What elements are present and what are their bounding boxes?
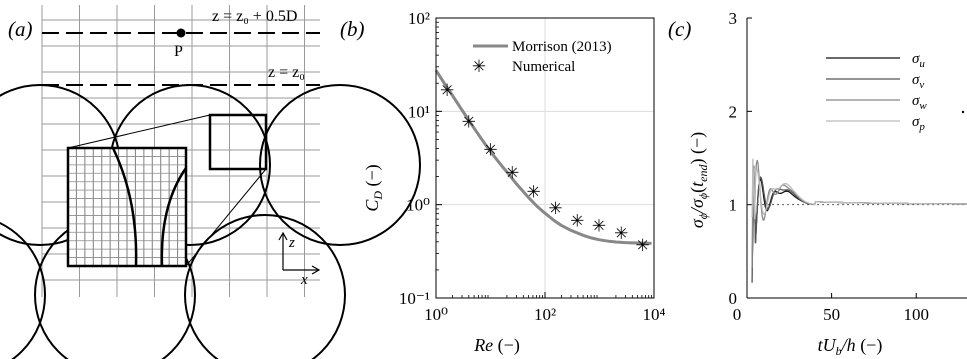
probe-point-label: P <box>174 43 183 60</box>
particle-circle <box>259 84 421 246</box>
xlabel-symbol: Re <box>473 335 493 355</box>
ylabel-paren-open: ( <box>687 187 708 193</box>
chart-b-xlabel: Re (−) <box>473 335 520 356</box>
panel-a-label: (a) <box>8 17 33 41</box>
legend-subscript: u <box>919 58 925 70</box>
axis-arrows <box>278 231 321 275</box>
x-tick-label: 10⁴ <box>643 305 666 324</box>
y-tick-label: 10⁰ <box>406 196 430 215</box>
panel-a-schematic: (a) z = z₀ + 0.5D z = z₀ P <box>0 5 421 359</box>
legend-numerical-label: Numerical <box>512 59 575 75</box>
x-tick-label: 10² <box>534 305 556 324</box>
chart-b-ylabel: CD (−) <box>362 164 385 211</box>
y-tick-label: 10² <box>408 9 430 28</box>
upper-plane-label: z = z₀ + 0.5D <box>212 8 297 25</box>
ylabel-paren-close: ) (−) <box>687 132 708 165</box>
ylabel-slash: /σ <box>687 198 707 214</box>
legend-dot <box>961 110 965 114</box>
chart-b-legend: Morrison (2013) ✳ Numerical <box>472 39 612 76</box>
zoom-window <box>208 113 268 171</box>
xlabel-unit: (−) <box>856 335 883 356</box>
ylabel-sub-end: end <box>696 164 710 182</box>
x-arrowhead <box>311 265 321 275</box>
numerical-marker: ✳ <box>462 112 476 131</box>
x-tick-label: 0 <box>733 305 742 324</box>
legend-subscript: v <box>919 79 924 91</box>
legend-label: σw <box>912 93 927 112</box>
chart-b-frame <box>435 17 655 299</box>
zoom-inset-frame <box>66 146 188 268</box>
legend-subscript: p <box>918 121 925 133</box>
numerical-marker: ✳ <box>614 224 628 243</box>
panel-b-label: (b) <box>340 17 365 41</box>
axis-z-label: z <box>288 235 295 251</box>
x-tick-label: 100 <box>903 305 929 324</box>
numerical-marker: ✳ <box>483 141 497 160</box>
chart-c-ylabel: σϕ/σϕ(tend) (−) <box>687 132 710 228</box>
ylabel-sub-phi: ϕ <box>696 213 710 219</box>
series-numerical-markers: ✳ ✳ ✳ ✳ ✳ ✳ ✳ ✳ ✳ ✳ <box>440 81 650 255</box>
numerical-marker: ✳ <box>527 183 541 202</box>
y-tick-label: 1 <box>729 196 738 215</box>
particle-circle <box>0 221 46 359</box>
x-tick-label: 50 <box>823 305 840 324</box>
y-tick-label: 3 <box>729 9 738 28</box>
probe-point-marker <box>176 28 186 38</box>
particle-circle <box>184 214 346 359</box>
numerical-marker: ✳ <box>570 211 584 230</box>
ylabel-t: t <box>687 181 707 187</box>
ylabel-symbol: C <box>362 199 382 212</box>
chart-c-legend: σu σv σw σp <box>826 51 965 133</box>
series-line <box>751 160 967 269</box>
lower-plane-label: z = z₀ <box>268 64 305 81</box>
y-tick-label: 2 <box>729 102 738 121</box>
zoom-inset <box>66 146 188 268</box>
axis-x-label: x <box>300 272 308 288</box>
numerical-marker: ✳ <box>548 199 562 218</box>
legend-numerical-marker: ✳ <box>472 57 486 76</box>
legend-label: σv <box>912 72 924 91</box>
xlabel-divisor: /h <box>841 335 856 355</box>
numerical-marker: ✳ <box>592 216 606 235</box>
legend-label: σp <box>912 114 925 133</box>
y-tick-label: 10⁻¹ <box>399 289 430 308</box>
legend-morrison-label: Morrison (2013) <box>512 39 612 55</box>
xlabel-unit: (−) <box>493 335 520 356</box>
z-arrowhead <box>278 231 288 241</box>
x-tick-label: 10⁰ <box>424 305 448 324</box>
ylabel-subscript: D <box>371 191 385 201</box>
ylabel-sub-phi2: ϕ <box>696 193 710 199</box>
y-tick-label: 0 <box>729 289 738 308</box>
numerical-marker: ✳ <box>440 81 454 100</box>
legend-label: σu <box>912 51 925 70</box>
zoom-connector-bottom <box>185 168 267 267</box>
convergence-series <box>751 158 967 283</box>
chart-c-ticks: 0 1 2 3 0 50 100 <box>729 9 929 324</box>
inset-boundary-right <box>160 167 188 267</box>
numerical-marker: ✳ <box>636 236 650 255</box>
series-line <box>751 158 967 220</box>
numerical-marker: ✳ <box>505 164 519 183</box>
panel-c-chart: (c) 0 1 2 3 0 50 100 σu σv σw σp tUb/h (−) σϕ/σϕ(… <box>668 9 967 358</box>
xlabel-subscript-b: b <box>836 344 842 358</box>
legend-subscript: w <box>919 100 927 112</box>
ylabel-unit: (−) <box>362 164 383 191</box>
panel-c-label: (c) <box>668 17 691 41</box>
y-tick-label: 10¹ <box>408 102 430 121</box>
series-line <box>751 174 967 270</box>
chart-c-xlabel: tUb/h (−) <box>818 335 883 358</box>
series-morrison-line <box>434 69 652 245</box>
zoom-connector-top <box>67 114 211 149</box>
inset-boundary-left <box>111 147 138 267</box>
